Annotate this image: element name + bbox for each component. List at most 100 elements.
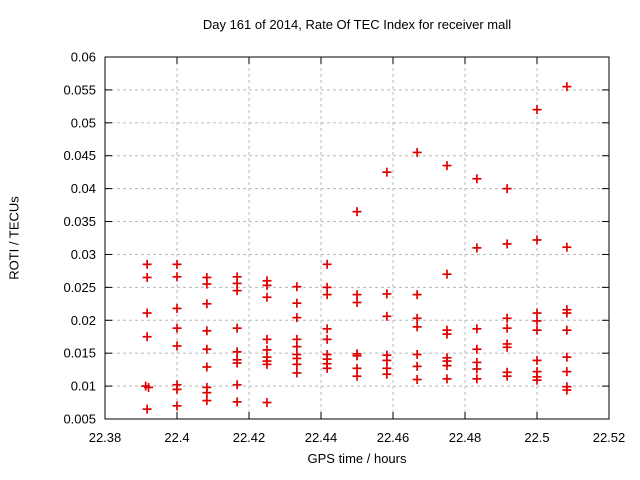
data-point bbox=[172, 401, 182, 411]
data-point bbox=[562, 308, 572, 318]
data-point bbox=[142, 404, 152, 414]
data-point bbox=[412, 147, 422, 157]
data-point bbox=[142, 259, 152, 269]
data-point bbox=[382, 311, 392, 321]
data-point bbox=[202, 344, 212, 354]
data-point bbox=[322, 324, 332, 334]
data-point bbox=[382, 167, 392, 177]
data-point bbox=[262, 292, 272, 302]
data-point bbox=[352, 290, 362, 300]
data-point bbox=[442, 374, 452, 384]
data-point bbox=[562, 325, 572, 335]
data-point bbox=[292, 282, 302, 292]
data-point bbox=[502, 184, 512, 194]
data-point bbox=[382, 289, 392, 299]
data-point bbox=[232, 347, 242, 357]
data-points bbox=[141, 82, 572, 414]
data-point bbox=[322, 290, 332, 300]
data-point bbox=[502, 323, 512, 333]
data-point bbox=[232, 397, 242, 407]
data-point bbox=[382, 369, 392, 379]
data-point bbox=[562, 367, 572, 377]
data-point bbox=[232, 286, 242, 296]
data-point bbox=[352, 207, 362, 217]
data-point bbox=[322, 363, 332, 373]
gridlines bbox=[105, 57, 609, 419]
data-point bbox=[442, 329, 452, 339]
tick-marks bbox=[104, 56, 610, 420]
data-point bbox=[532, 235, 542, 245]
data-point bbox=[412, 375, 422, 385]
data-point bbox=[562, 385, 572, 395]
data-point bbox=[472, 174, 482, 184]
data-point bbox=[532, 325, 542, 335]
data-point bbox=[532, 355, 542, 365]
data-point bbox=[562, 352, 572, 362]
x-tick-label: 22.42 bbox=[233, 430, 266, 445]
y-tick-label: 0.055 bbox=[63, 82, 96, 97]
y-tick-label: 0.02 bbox=[71, 313, 96, 328]
x-tick-label: 22.38 bbox=[89, 430, 122, 445]
y-tick-label: 0.01 bbox=[71, 379, 96, 394]
x-tick-label: 22.48 bbox=[449, 430, 482, 445]
y-tick-label: 0.035 bbox=[63, 214, 96, 229]
data-point bbox=[172, 259, 182, 269]
data-point bbox=[262, 334, 272, 344]
data-point bbox=[442, 269, 452, 279]
data-point bbox=[472, 374, 482, 384]
data-point bbox=[142, 308, 152, 318]
x-tick-label: 22.52 bbox=[593, 430, 626, 445]
data-point bbox=[352, 371, 362, 381]
data-point bbox=[292, 298, 302, 308]
data-point bbox=[412, 361, 422, 371]
data-point bbox=[292, 359, 302, 369]
data-point bbox=[502, 342, 512, 352]
data-point bbox=[292, 313, 302, 323]
data-point bbox=[412, 290, 422, 300]
data-point bbox=[352, 363, 362, 373]
data-point bbox=[442, 161, 452, 171]
y-tick-label: 0.045 bbox=[63, 148, 96, 163]
data-point bbox=[412, 349, 422, 359]
chart-title: Day 161 of 2014, Rate Of TEC Index for r… bbox=[202, 17, 512, 32]
data-point bbox=[142, 332, 152, 342]
data-point bbox=[202, 326, 212, 336]
data-point bbox=[532, 375, 542, 385]
data-point bbox=[532, 316, 542, 326]
data-point bbox=[502, 239, 512, 249]
data-point bbox=[202, 279, 212, 289]
data-point bbox=[562, 242, 572, 252]
y-tick-label: 0.03 bbox=[71, 247, 96, 262]
data-point bbox=[202, 396, 212, 406]
y-tick-label: 0.025 bbox=[63, 280, 96, 295]
data-point bbox=[232, 380, 242, 390]
data-point bbox=[472, 324, 482, 334]
data-point bbox=[502, 371, 512, 381]
y-tick-label: 0.005 bbox=[63, 412, 96, 427]
y-tick-label: 0.05 bbox=[71, 115, 96, 130]
y-tick-label: 0.04 bbox=[71, 181, 96, 196]
data-point bbox=[322, 259, 332, 269]
data-point bbox=[202, 388, 212, 398]
x-tick-label: 22.5 bbox=[524, 430, 549, 445]
data-point bbox=[172, 303, 182, 313]
data-point bbox=[292, 342, 302, 352]
data-point bbox=[562, 82, 572, 92]
x-tick-labels: 22.38 22.4 22.42 22.44 22.46 22.48 22.5 22.52 bbox=[89, 430, 626, 445]
plot-border bbox=[104, 56, 610, 420]
data-point bbox=[262, 398, 272, 408]
data-point bbox=[202, 362, 212, 372]
data-point bbox=[412, 322, 422, 332]
y-tick-labels: 0.005 0.01 0.015 0.02 0.025 0.03 0.035 0.04 0.04… bbox=[63, 50, 96, 427]
data-point bbox=[232, 323, 242, 333]
data-point bbox=[412, 313, 422, 323]
y-tick-label: 0.06 bbox=[71, 50, 96, 65]
x-tick-label: 22.4 bbox=[164, 430, 189, 445]
data-point bbox=[172, 341, 182, 351]
data-point bbox=[232, 358, 242, 368]
data-point bbox=[472, 364, 482, 374]
data-point bbox=[292, 368, 302, 378]
data-point bbox=[172, 272, 182, 282]
